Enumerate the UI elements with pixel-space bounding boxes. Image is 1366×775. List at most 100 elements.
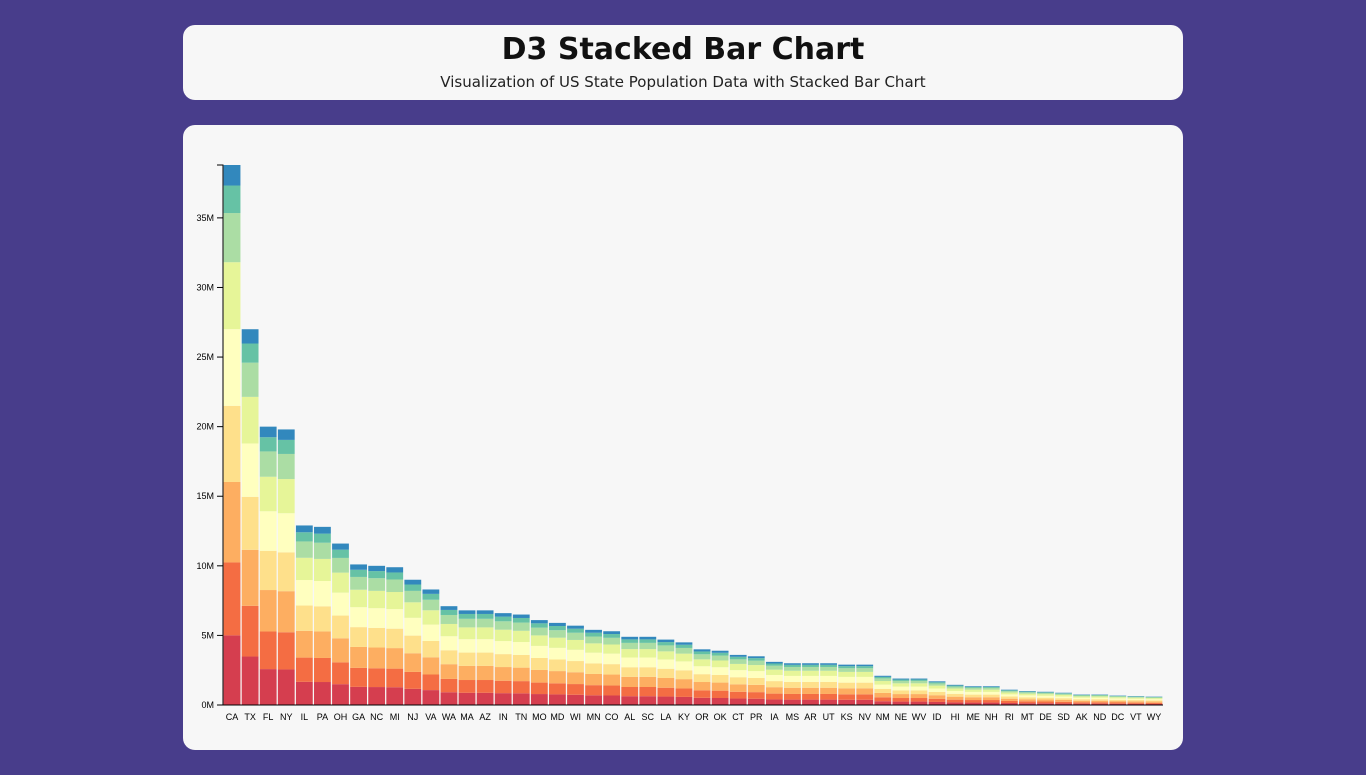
x-tick-label-IN: IN [499, 712, 508, 722]
bar-segment-IL-1 [295, 681, 313, 705]
bar-segment-ME-3 [964, 697, 982, 701]
bar-segment-NV-2 [856, 694, 874, 700]
bar-segment-TN-9 [512, 614, 530, 618]
bar-segment-AZ-7 [476, 618, 494, 628]
bar-segment-MT-3 [1019, 699, 1036, 702]
bar-segment-MS-2 [784, 693, 801, 700]
bar-segment-VA-3 [422, 657, 440, 675]
y-tick-label: 30M [196, 282, 214, 292]
bar-segment-VA-4 [422, 641, 440, 658]
bar-segment-CO-5 [603, 653, 621, 665]
bar-segment-PA-2 [314, 657, 331, 683]
x-tick-label-NJ: NJ [407, 712, 418, 722]
bar-segment-IN-2 [494, 680, 512, 694]
bar-segment-MN-7 [585, 636, 602, 644]
bar-segment-WA-6 [440, 623, 458, 637]
bar-segment-MA-2 [458, 680, 476, 693]
bar-segment-SD-7 [1055, 693, 1072, 695]
bar-segment-MO-4 [530, 657, 548, 670]
bar-segment-KS-8 [838, 666, 856, 669]
bar-segment-MN-3 [585, 673, 602, 686]
bar-segment-NV-6 [856, 671, 874, 677]
bar-segment-DC-4 [1109, 699, 1127, 702]
bar-segment-MI-3 [386, 648, 404, 669]
bar-segment-SD-4 [1055, 698, 1072, 700]
bar-segment-UT-4 [820, 681, 837, 688]
bar-segment-HI-8 [946, 685, 964, 687]
bar-segment-VA-6 [422, 610, 440, 625]
bar-segment-TX-2 [241, 605, 259, 657]
bar-segment-NH-3 [982, 697, 1000, 701]
bar-segment-HI-7 [946, 686, 964, 689]
bar-segment-CT-3 [729, 684, 747, 692]
bar-segment-DE-6 [1037, 694, 1054, 696]
bar-segment-WV-7 [910, 680, 928, 684]
x-tick-label-MN: MN [587, 712, 601, 722]
bar-segment-NY-5 [277, 513, 295, 553]
bar-segment-MI-4 [386, 628, 404, 649]
bar-segment-IL-2 [295, 657, 313, 682]
bar-segment-ID-8 [928, 682, 946, 684]
bar-segment-ID-4 [928, 691, 946, 696]
y-tick-label: 20M [196, 422, 214, 432]
bar-segment-TN-3 [512, 667, 530, 682]
bar-segment-KS-4 [838, 682, 856, 689]
bar-segment-NE-4 [892, 690, 910, 695]
x-tick-label-WI: WI [570, 712, 581, 722]
bar-segment-KY-6 [675, 653, 693, 662]
bar-segment-NY-7 [277, 453, 295, 480]
bar-segment-DC-7 [1109, 696, 1127, 698]
bar-segment-MO-1 [530, 694, 548, 705]
bar-segment-MI-6 [386, 592, 404, 610]
bar-segment-AZ-8 [476, 613, 494, 619]
bar-segment-KS-5 [838, 676, 856, 683]
bar-segment-NC-8 [368, 571, 386, 579]
bar-segment-PA-8 [314, 533, 331, 543]
y-tick-label: 5M [201, 630, 214, 640]
bar-segment-IA-8 [765, 663, 783, 666]
x-tick-label-IA: IA [770, 712, 779, 722]
bar-segment-SC-1 [639, 696, 657, 705]
bar-segment-CT-6 [729, 663, 747, 671]
bar-segment-SD-8 [1055, 693, 1072, 694]
bar-segment-FL-9 [259, 426, 277, 438]
x-tick-label-WA: WA [442, 712, 456, 722]
bar-segment-VA-5 [422, 624, 440, 641]
bar-segment-PA-9 [314, 526, 331, 534]
bar-segment-WY-7 [1145, 697, 1163, 699]
bar-segment-MA-6 [458, 627, 476, 640]
x-tick-label-OR: OR [695, 712, 709, 722]
bar-segment-IL-7 [295, 541, 313, 558]
bar-segment-OR-1 [693, 697, 711, 705]
bar-segment-NY-9 [277, 429, 295, 440]
bar-segment-OR-9 [693, 649, 711, 652]
bar-segment-ME-2 [964, 700, 982, 703]
x-tick-label-UT: UT [823, 712, 835, 722]
x-tick-label-LA: LA [660, 712, 671, 722]
bar-segment-MD-1 [549, 694, 566, 705]
bar-segment-HI-6 [946, 688, 964, 691]
bar-segment-AR-2 [802, 693, 819, 700]
bar-segment-WA-1 [440, 692, 458, 705]
bar-segment-NE-8 [892, 679, 910, 681]
bar-segment-NM-9 [874, 675, 892, 677]
bar-segment-NY-4 [277, 552, 295, 592]
bar-segment-WI-7 [567, 632, 584, 640]
bar-segment-TX-8 [241, 343, 259, 363]
bar-segment-RI-9 [1000, 689, 1018, 691]
bar-segment-OH-5 [332, 592, 349, 616]
bar-segment-DC-6 [1109, 697, 1127, 699]
bar-segment-SC-2 [639, 687, 657, 697]
bar-segment-KY-5 [675, 661, 693, 671]
bar-segment-WI-4 [567, 661, 584, 673]
bar-segment-AL-3 [621, 676, 639, 687]
bar-segment-CT-8 [729, 656, 747, 660]
x-tick-label-AL: AL [624, 712, 635, 722]
bar-segment-IA-5 [765, 674, 783, 682]
bar-segment-MN-5 [585, 652, 602, 664]
x-tick-label-IL: IL [301, 712, 309, 722]
bar-segment-ID-7 [928, 683, 946, 686]
bar-segment-MA-5 [458, 639, 476, 653]
bar-segment-NM-5 [874, 684, 892, 689]
bar-segment-NE-5 [892, 686, 910, 691]
